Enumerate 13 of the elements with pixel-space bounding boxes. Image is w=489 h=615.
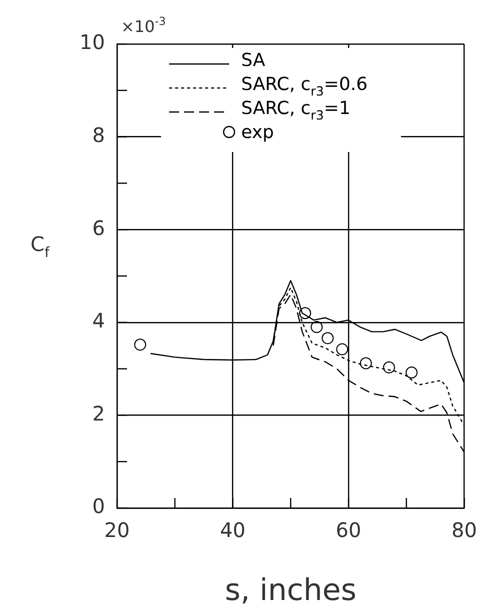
legend-label: SA bbox=[241, 50, 266, 71]
y-tick-label: 4 bbox=[92, 308, 105, 333]
y-tick-label: 2 bbox=[92, 401, 105, 426]
x-tick-label: 80 bbox=[452, 518, 477, 542]
x-tick-label: 20 bbox=[104, 518, 130, 542]
y-tick-label: 8 bbox=[92, 123, 105, 148]
y-tick-label: 10 bbox=[80, 30, 105, 54]
x-tick-label: 40 bbox=[220, 518, 246, 542]
x-axis-title: s, inches bbox=[224, 573, 356, 608]
y-tick-label: 0 bbox=[92, 494, 105, 518]
x-tick-label: 60 bbox=[336, 518, 362, 542]
y-tick-label: 6 bbox=[92, 216, 105, 240]
legend-label: exp bbox=[241, 122, 274, 143]
